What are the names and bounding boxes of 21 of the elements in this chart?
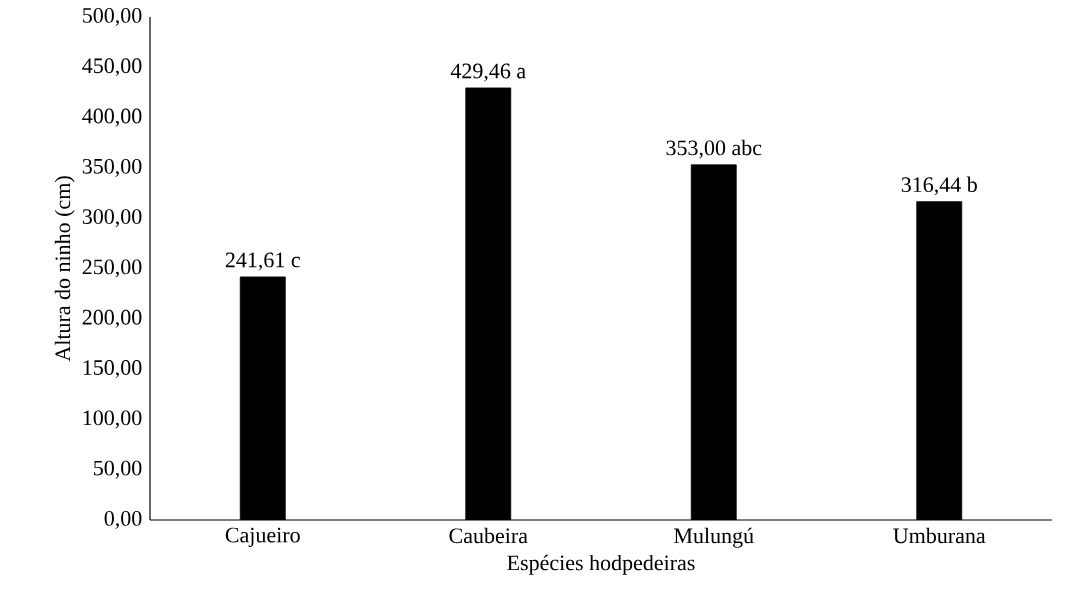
y-tick-label: 300,00 <box>82 209 142 228</box>
y-tick-label: 400,00 <box>82 108 142 127</box>
data-label: 316,44 b <box>901 176 977 196</box>
y-tick-label: 0,00 <box>104 510 142 529</box>
x-tick-label: Cajueiro <box>225 527 300 547</box>
x-tick-label: Umburana <box>893 527 986 544</box>
y-tick-label: 250,00 <box>82 259 142 278</box>
x-axis-title: Espécies hodpedeiras <box>507 554 695 575</box>
y-tick-label: 50,00 <box>94 460 142 479</box>
y-tick-label: 350,00 <box>82 158 142 177</box>
y-axis-title: Altura do ninho (cm) <box>54 176 75 362</box>
data-label: 241,61 c <box>225 252 300 271</box>
x-tick-label: Caubeira <box>449 527 528 544</box>
x-tick-label: Mulungú <box>674 527 754 548</box>
y-tick-label: 450,00 <box>82 58 142 77</box>
y-tick-label: 150,00 <box>83 360 142 379</box>
data-label: 429,46 a <box>450 63 526 82</box>
y-tick-label: 100,00 <box>83 410 142 429</box>
y-tick-label: 500,00 <box>83 8 142 26</box>
y-tick-label: 200,00 <box>82 309 142 328</box>
data-label: 353,00 abc <box>666 139 762 159</box>
